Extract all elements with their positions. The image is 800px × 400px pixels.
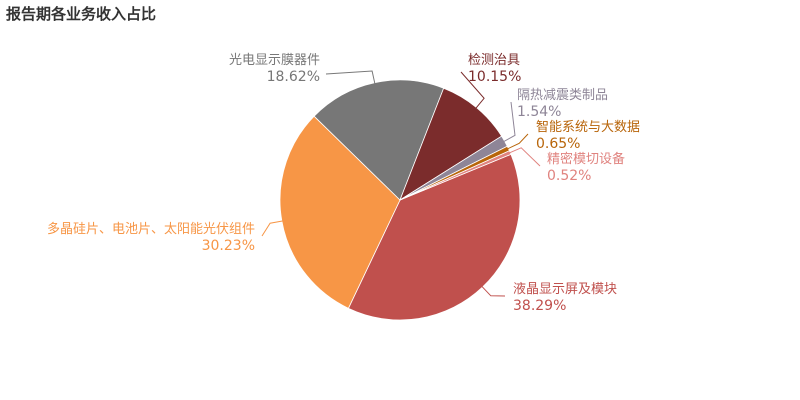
leader-line-4: [502, 101, 516, 143]
slice-name-label-0: 液晶显示屏及模块: [513, 282, 617, 297]
slice-name-label-1: 多晶硅片、电池片、太阳能光伏组件: [47, 221, 255, 237]
leader-line-0: [480, 285, 506, 297]
slice-name-label-2: 光电显示膜器件: [229, 53, 320, 68]
slice-name-label-6: 精密模切设备: [547, 151, 625, 167]
leader-line-1: [261, 220, 284, 237]
slice-percent-label-1: 30.23%: [202, 238, 255, 254]
leader-line-6: [508, 147, 541, 167]
slice-name-label-3: 检测治具: [468, 53, 520, 68]
slice-percent-label-6: 0.52%: [547, 168, 591, 184]
slice-percent-label-4: 1.54%: [517, 104, 561, 120]
leader-line-5: [506, 133, 529, 150]
slice-percent-label-3: 10.15%: [468, 69, 521, 85]
slice-percent-label-5: 0.65%: [536, 136, 580, 152]
slice-percent-label-2: 18.62%: [267, 69, 320, 85]
leader-lines: [261, 70, 541, 297]
leader-line-3: [460, 71, 485, 110]
chart-title: 报告期各业务收入占比: [6, 5, 157, 23]
leader-line-2: [325, 70, 376, 85]
slice-name-label-5: 智能系统与大数据: [536, 120, 640, 135]
slice-percent-label-0: 38.29%: [513, 298, 566, 314]
pie-slices: [279, 79, 521, 321]
slice-name-label-4: 隔热减震类制品: [517, 88, 608, 103]
